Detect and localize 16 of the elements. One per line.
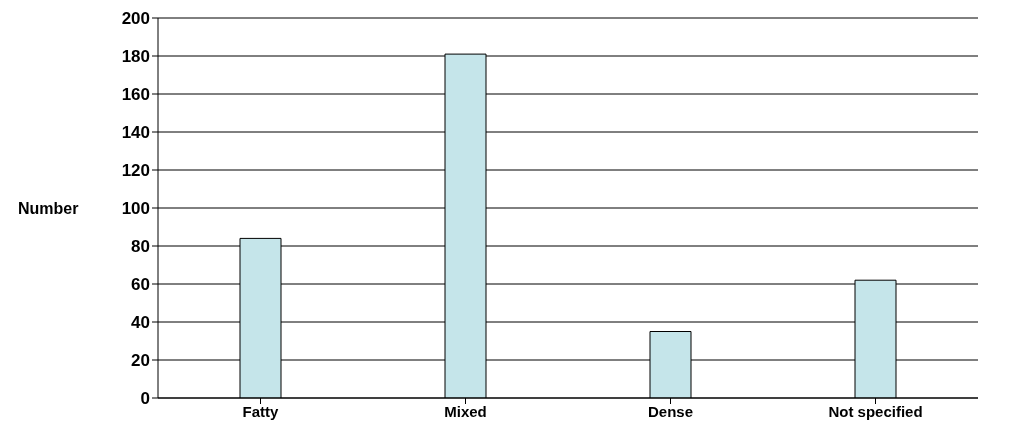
x-tick-label: Fatty (242, 402, 280, 420)
y-axis-title: Number (18, 199, 79, 217)
y-tick-label: 180 (121, 47, 150, 67)
y-tick-label: 100 (121, 199, 150, 219)
y-tick-label: 60 (131, 275, 150, 295)
y-tick-label: 120 (121, 161, 150, 181)
y-tick-label: 0 (140, 389, 150, 409)
y-tick-label: 160 (121, 85, 150, 105)
y-tick-label: 140 (121, 123, 150, 143)
x-tick-label: Mixed (444, 402, 487, 420)
y-tick-label: 80 (131, 237, 150, 257)
y-tick-label: 200 (121, 9, 150, 29)
x-tick-label: Not specified (828, 402, 923, 420)
y-tick-label: 20 (131, 351, 150, 371)
x-tick-label: Dense (647, 402, 694, 420)
y-tick-label: 40 (131, 313, 150, 333)
